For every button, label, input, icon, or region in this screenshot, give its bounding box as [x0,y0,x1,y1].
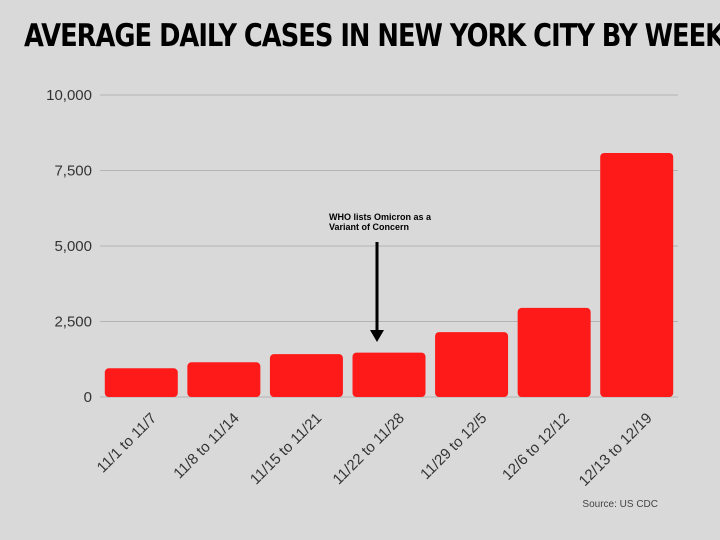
x-tick-label: 11/15 to 11/21 [247,410,325,488]
bar [187,362,261,397]
annotation-text-line-1: WHO lists Omicron as a [329,212,432,222]
y-tick-label: 2,500 [54,314,92,331]
bars [104,152,674,397]
bar [269,354,343,397]
annotation-arrow-head [370,330,384,342]
y-tick-label: 7,500 [54,163,92,180]
x-tick-label: 11/1 to 11/7 [94,410,160,476]
x-tick-label: 11/22 to 11/28 [330,410,408,488]
y-axis-labels: 0 2,500 5,000 7,500 10,000 [46,87,92,406]
bar [600,152,674,397]
y-tick-label: 5,000 [54,238,92,255]
annotation: WHO lists Omicron as a Variant of Concer… [329,212,432,342]
bar [104,368,178,397]
gridlines [100,94,678,398]
y-tick-label: 0 [84,389,92,406]
x-tick-label: 11/8 to 11/14 [170,410,242,482]
bar [517,307,591,397]
bar [435,332,509,397]
y-tick-label: 10,000 [46,87,92,104]
bar [352,352,426,397]
source-note: Source: US CDC [582,499,658,510]
x-tick-label: 12/6 to 12/12 [499,410,573,484]
x-axis-labels: 11/1 to 11/7 11/8 to 11/14 11/15 to 11/21 1… [94,410,656,490]
annotation-text-line-2: Variant of Concern [329,222,409,232]
x-tick-label: 11/29 to 12/5 [417,410,490,483]
x-tick-label: 12/13 to 12/19 [576,410,656,490]
